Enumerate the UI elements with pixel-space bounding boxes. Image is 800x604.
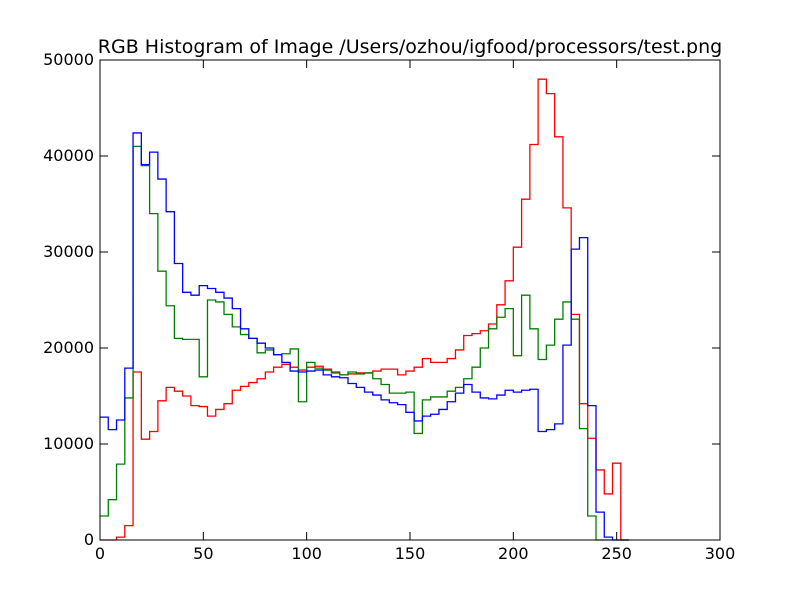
y-tick-label: 40000 xyxy=(43,146,94,165)
x-tick-label: 200 xyxy=(498,544,529,563)
x-tick-label: 250 xyxy=(601,544,632,563)
y-tick-label: 20000 xyxy=(43,338,94,357)
series-layer xyxy=(100,78,630,541)
x-tick-label: 50 xyxy=(193,544,213,563)
y-tick-label: 50000 xyxy=(43,50,94,69)
chart-title: RGB Histogram of Image /Users/ozhou/igfo… xyxy=(98,36,722,58)
x-tick-label: 100 xyxy=(291,544,322,563)
y-tick-label: 30000 xyxy=(43,242,94,261)
red-channel-line xyxy=(100,78,630,541)
y-tick-label: 10000 xyxy=(43,434,94,453)
green-channel-line xyxy=(100,145,630,541)
x-tick-label: 300 xyxy=(705,544,736,563)
x-tick-label: 0 xyxy=(95,544,105,563)
tick-layer: 0 50 100 150 200 250 300 0 10000 20000 30000 40000 5… xyxy=(43,50,735,563)
x-tick-label: 150 xyxy=(395,544,426,563)
blue-channel-line xyxy=(100,132,630,541)
y-tick-label: 0 xyxy=(84,530,94,549)
